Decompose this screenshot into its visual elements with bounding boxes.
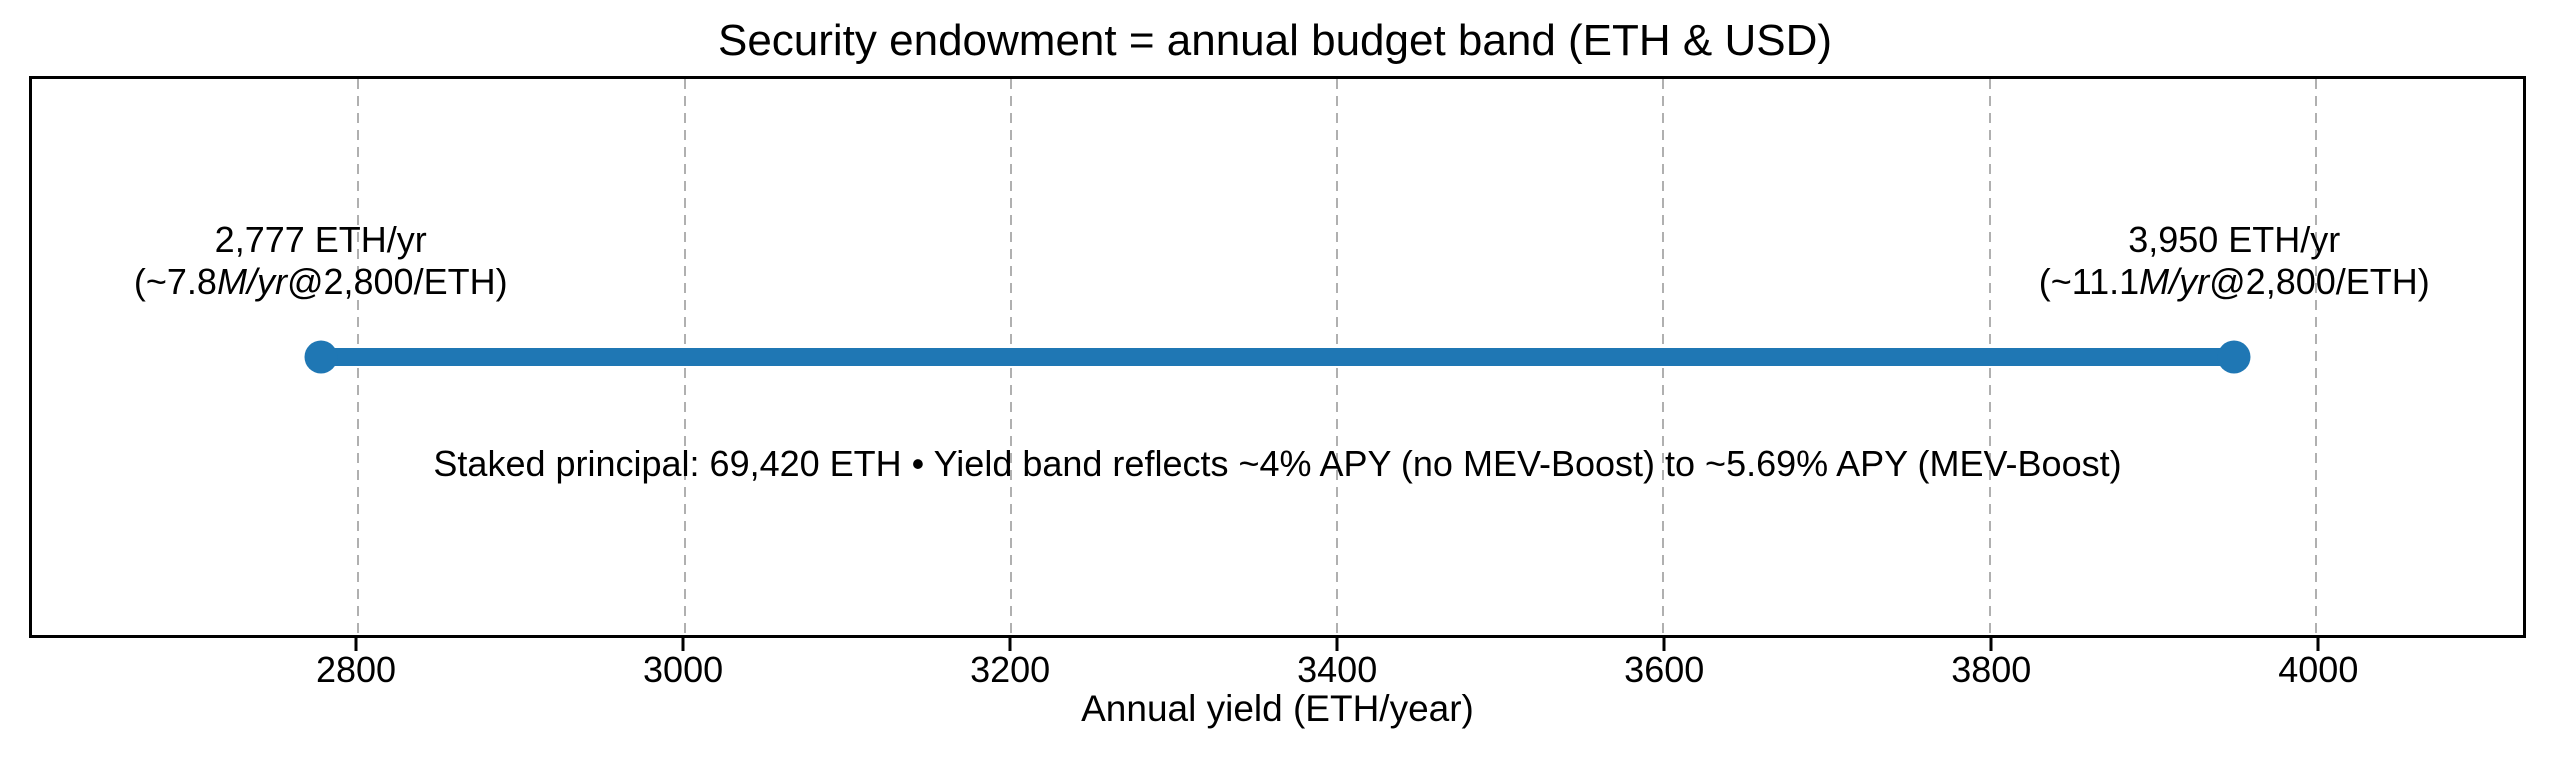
chart-title: Security endowment = annual budget band … xyxy=(717,16,1833,65)
staked-principal-note: Staked principal: 69,420 ETH • Yield ban… xyxy=(433,443,2122,484)
x-tick-mark xyxy=(2316,638,2320,651)
x-tick-label: 3800 xyxy=(1951,649,2032,690)
x-tick-mark xyxy=(681,638,685,651)
x-tick-label: 3600 xyxy=(1624,649,1705,690)
annotation-usd-segment: @2,800/ETH) xyxy=(2209,261,2430,303)
gridline xyxy=(2314,79,2317,635)
band-start-marker xyxy=(304,340,338,374)
x-tick-mark xyxy=(354,638,358,651)
x-tick-label: 3200 xyxy=(970,649,1051,690)
x-tick-label: 4000 xyxy=(2278,649,2359,690)
annotation-usd-segment: (~7.8 xyxy=(133,261,217,303)
x-tick-label: 2800 xyxy=(315,649,397,690)
x-axis: 2800 3000 3200 3400 3600 3800 4000 xyxy=(29,638,2526,708)
band-line xyxy=(320,348,2235,366)
annotation-usd-segment-italic: M/yr xyxy=(216,261,287,303)
annotation-usd-segment: @2,800/ETH) xyxy=(286,261,508,303)
x-tick-label: 3400 xyxy=(1297,649,1378,690)
annotation-usd-segment-italic: M/yr xyxy=(2139,261,2210,303)
x-tick-mark xyxy=(1008,638,1012,651)
annotation-usd-segment: (~11.1 xyxy=(2038,261,2140,303)
plot-area: 2,777 ETH/yr (~7.8M/yr@2,800/ETH) 3,950 … xyxy=(29,76,2526,638)
annotation-eth-value: 2,777 ETH/yr xyxy=(214,219,427,260)
annotation-band-start: 2,777 ETH/yr (~7.8M/yr@2,800/ETH) xyxy=(134,219,508,304)
annotation-usd-value: (~11.1M/yr@2,800/ETH) xyxy=(2039,261,2430,303)
x-tick-mark xyxy=(1989,638,1993,651)
x-axis-label: Annual yield (ETH/year) xyxy=(1081,688,1474,729)
x-tick-label: 3000 xyxy=(643,649,724,690)
annotation-eth-value: 3,950 ETH/yr xyxy=(2128,219,2341,260)
annotation-band-end: 3,950 ETH/yr (~11.1M/yr@2,800/ETH) xyxy=(2039,219,2430,304)
annotation-usd-value: (~7.8M/yr@2,800/ETH) xyxy=(134,261,508,303)
x-tick-mark xyxy=(1662,638,1666,651)
band-end-marker xyxy=(2217,340,2251,374)
x-tick-mark xyxy=(1335,638,1339,651)
